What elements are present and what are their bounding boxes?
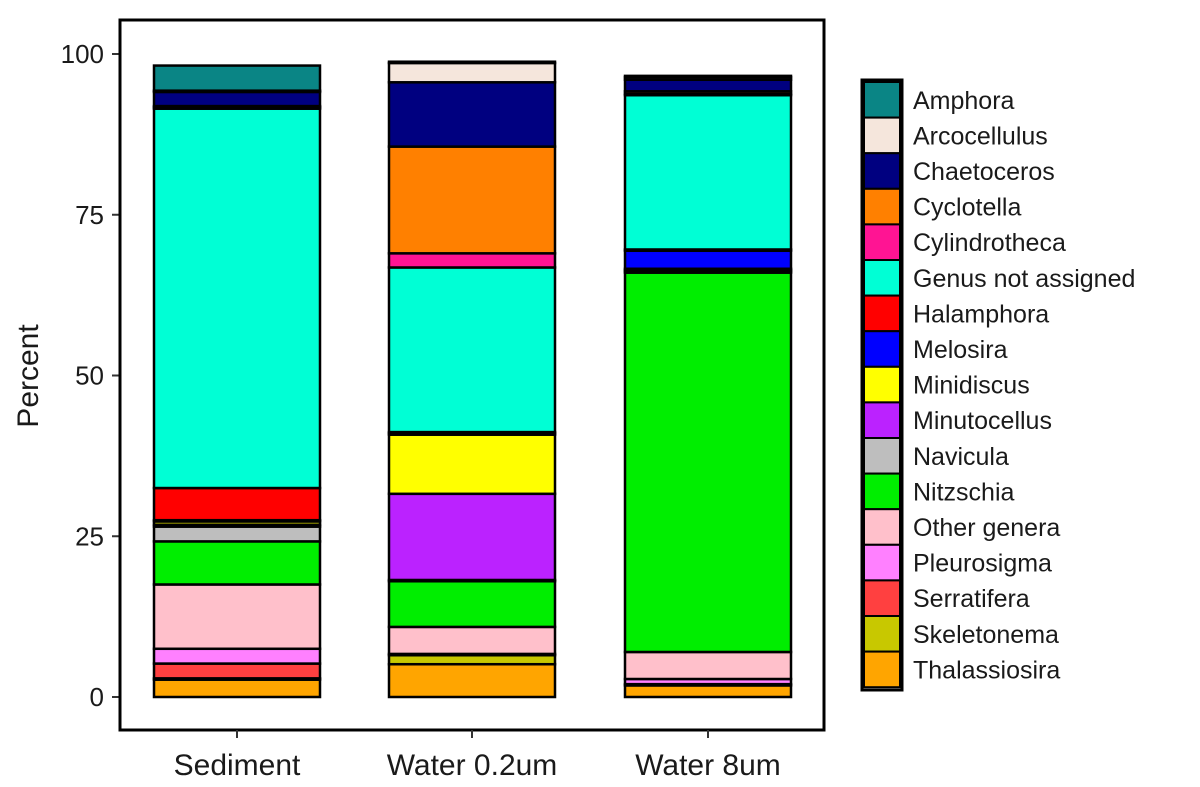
x-category-label: Sediment [174,749,301,782]
bar-segment-thalassiosira [152,678,322,699]
legend-label: Cyclotella [913,194,1021,222]
legend-label: Amphora [913,87,1015,115]
bar-segment-halamphora [152,486,322,522]
legend-key-frame [860,78,904,692]
legend-swatch [863,365,901,404]
bar-segment-nitzschia [152,540,322,586]
bar-segment-genus-not-assigned [387,266,557,434]
bar-segment-amphora [152,64,322,92]
legend-label: Arcocellulus [913,122,1048,150]
bar-segment-thalassiosira [623,684,793,699]
y-tick-label: 50 [75,361,104,391]
bar-segment-other-genera [152,583,322,651]
legend-swatch [863,330,901,368]
y-tick-label: 100 [61,39,104,69]
legend-swatch [863,472,901,511]
y-tick-label: 0 [90,682,104,712]
bar-segment-amphora [623,74,793,79]
bar-segment-arcocellulus [387,61,557,84]
bar-segment-nitzschia [387,580,557,629]
x-category-label: Water 0.2um [387,749,558,782]
bar-segment-serratifera [152,662,322,680]
x-category-label: Water 8um [635,749,781,782]
legend-label: Pleurosigma [913,550,1052,578]
bar-segment-other-genera [623,650,793,681]
legend-swatch [863,223,901,261]
y-axis-title: Percent [12,324,45,428]
legend-swatch [863,401,901,439]
bar-stack-water-0-2um [387,60,557,699]
legend-label: Cylindrotheca [913,229,1066,257]
legend-label: Minutocellus [913,407,1052,435]
legend-swatch [863,508,901,546]
legend-swatch [863,152,901,190]
y-tick-label: 25 [75,521,104,551]
bar-segment-skeletonema [387,653,557,666]
legend-label: Chaetoceros [913,158,1055,186]
bar-segment-cyclotella [387,145,557,255]
bar-segment-pleurosigma [152,647,322,665]
legend-swatch [863,579,901,618]
legend-swatch [863,187,901,226]
legend-swatch [863,116,901,155]
y-tick-label: 75 [75,200,104,230]
legend-label: Thalassiosira [913,656,1060,684]
bar-segment-amphora [387,60,557,65]
legend-label: Genus not assigned [913,265,1135,293]
bar-segment-minutocellus [387,492,557,582]
bar-segment-chaetoceros [623,78,793,93]
bar-segment-genus-not-assigned [623,93,793,251]
legend-label: Other genera [913,514,1060,542]
legend-swatch [863,615,901,653]
legend-label: Melosira [913,336,1008,364]
legend-label: Navicula [913,443,1009,471]
bar-stacks [152,60,793,699]
legend-swatch [863,259,901,297]
bar-stack-water-8um [623,74,793,699]
bar-segment-cylindrotheca [387,252,557,269]
legend-swatch [863,81,901,119]
bar-segment-chaetoceros [152,90,322,108]
legend: Amphora Arcocellulus Chaetoceros Cyclotella… [860,78,1135,692]
bar-segment-melosira [623,249,793,271]
bar-segment-other-genera [387,625,557,656]
legend-label: Halamphora [913,300,1049,328]
bar-segment-nitzschia [623,271,793,654]
legend-swatch [863,294,901,333]
legend-label: Minidiscus [913,372,1030,400]
legend-label: Serratifera [913,585,1030,613]
bar-segment-chaetoceros [387,81,557,148]
legend-swatch [863,543,901,582]
legend-label: Nitzschia [913,478,1015,506]
bar-segment-thalassiosira [387,662,557,699]
legend-swatch [863,650,901,689]
bar-stack-sediment [152,64,322,699]
legend-label: Skeletonema [913,621,1059,649]
x-axis: Sediment Water 0.2um Water 8um [174,730,781,782]
bar-segment-navicula [152,525,322,543]
bar-segment-genus-not-assigned [152,107,322,490]
legend-swatch [863,437,901,475]
bar-segment-minidiscus [387,433,557,496]
y-axis: 0 25 50 75 100 [61,39,120,712]
